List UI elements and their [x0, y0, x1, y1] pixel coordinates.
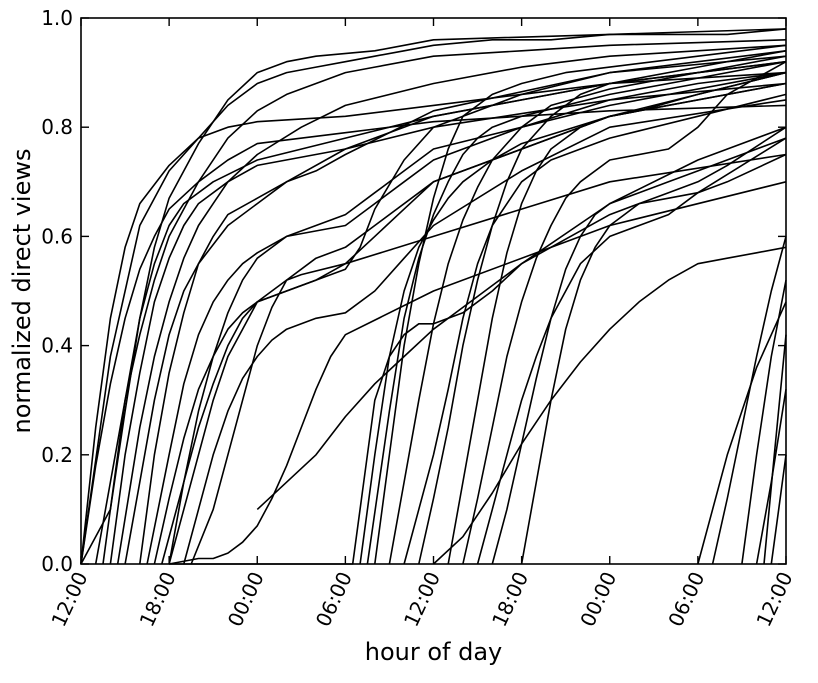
y-tick-label-1: 0.0	[41, 552, 73, 576]
y-tick-label-4: 0.6	[41, 224, 73, 248]
x-axis-title: hour of day	[365, 638, 503, 666]
series-line-34	[755, 389, 787, 565]
series-line-2	[80, 104, 787, 565]
series-line-35	[763, 334, 787, 565]
y-tick-label-2: 0.2	[41, 443, 73, 467]
series-line-16	[168, 181, 787, 565]
x-tick-labels: 12:00 18:00 00:00 06:00 12:00 18:00 00:00 06:00…	[46, 568, 797, 630]
series-line-6	[116, 44, 787, 565]
series-line-33	[741, 279, 787, 565]
series-line-27	[491, 137, 787, 565]
series-line-14	[183, 99, 787, 565]
series-line-29	[432, 246, 787, 565]
series-line-31	[697, 301, 787, 565]
x-tick-label-8: 06:00	[663, 568, 709, 630]
series-lines	[80, 28, 787, 565]
x-tick-label-3: 00:00	[223, 568, 269, 630]
series-line-21	[388, 55, 787, 565]
series-line-19	[366, 60, 787, 565]
x-tick-label-6: 18:00	[487, 568, 533, 630]
series-line-32	[711, 236, 787, 565]
y-tick-label-3: 0.4	[41, 334, 73, 358]
x-tick-label-5: 12:00	[399, 568, 445, 630]
series-line-30	[256, 126, 787, 510]
series-line-36	[770, 454, 787, 565]
series-line-23	[418, 50, 787, 565]
x-tick-label-1: 12:00	[46, 568, 92, 630]
series-line-38	[94, 39, 787, 565]
series-line-28	[520, 153, 787, 565]
series-line-12	[168, 71, 787, 565]
plot-frame	[80, 17, 787, 565]
series-line-24	[447, 71, 787, 565]
series-line-20	[374, 44, 787, 565]
series-line-25	[462, 61, 787, 565]
x-tick-label-7: 00:00	[575, 568, 621, 630]
series-line-8	[139, 50, 787, 565]
series-line-11	[161, 55, 787, 565]
series-line-26	[476, 137, 787, 565]
series-line-10	[153, 82, 787, 565]
series-line-7	[124, 60, 787, 565]
x-tick-label-2: 18:00	[135, 568, 181, 630]
y-tick-label-5: 0.8	[41, 115, 73, 139]
x-tick-label-4: 06:00	[311, 568, 357, 630]
y-tick-label-6: 1.0	[41, 6, 73, 30]
y-axis-title: normalized direct views	[8, 149, 36, 434]
series-line-13	[168, 153, 787, 565]
x-tick-label-9: 12:00	[751, 568, 797, 630]
series-line-1	[80, 71, 787, 565]
y-tick-labels: 0.0 0.2 0.4 0.6 0.8 1.0	[41, 6, 73, 576]
series-line-5	[109, 82, 787, 565]
series-line-37	[80, 28, 787, 565]
series-line-15	[190, 82, 787, 565]
